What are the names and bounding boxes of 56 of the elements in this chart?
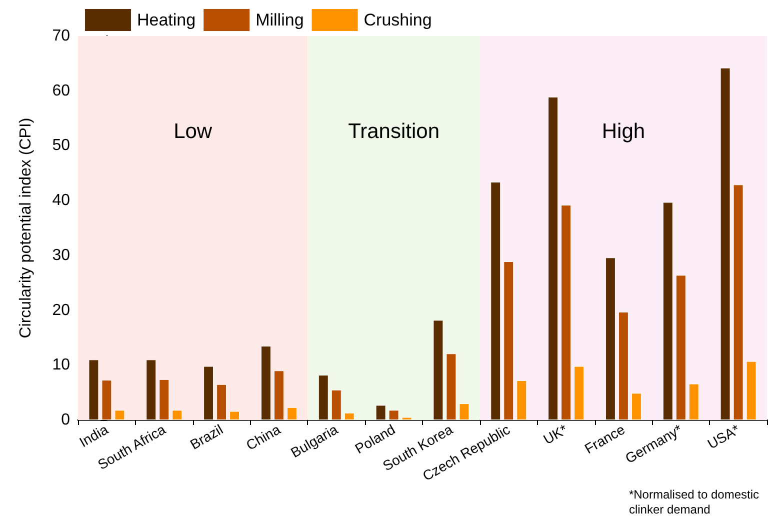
bar bbox=[516, 380, 527, 420]
y-tick-label: 40 bbox=[52, 192, 70, 210]
text: *Normalised to domestic clinker demand bbox=[628, 488, 760, 516]
bar bbox=[286, 407, 297, 420]
bar bbox=[88, 360, 99, 420]
bar bbox=[504, 261, 514, 420]
bar bbox=[331, 390, 342, 420]
band-label: Low bbox=[174, 120, 213, 143]
bar bbox=[172, 410, 182, 420]
bar bbox=[746, 361, 756, 420]
legend-label: Milling bbox=[256, 10, 304, 30]
bar bbox=[204, 366, 214, 420]
bar bbox=[376, 405, 386, 420]
y-tick-label: 20 bbox=[52, 302, 70, 319]
legend-label: Heating bbox=[137, 10, 196, 30]
bar bbox=[274, 370, 284, 420]
bar bbox=[230, 411, 240, 420]
bar bbox=[490, 182, 501, 420]
bar bbox=[344, 412, 354, 420]
bar bbox=[733, 184, 744, 420]
band-label: Transition bbox=[348, 120, 440, 143]
bar bbox=[548, 96, 558, 420]
x-tick-label: China bbox=[243, 420, 284, 454]
y-tick-label: 70 bbox=[52, 28, 70, 44]
bar bbox=[318, 375, 328, 420]
bar bbox=[618, 312, 628, 420]
bar bbox=[688, 384, 699, 420]
y-tick-label: 60 bbox=[52, 82, 70, 100]
bar bbox=[402, 417, 412, 420]
x-tick-label: UK* bbox=[540, 420, 571, 448]
bar bbox=[631, 393, 642, 420]
y-tick-label: 10 bbox=[52, 356, 70, 374]
y-tick-label: 50 bbox=[52, 137, 70, 154]
bar bbox=[459, 404, 470, 420]
x-tick-label: India bbox=[76, 420, 111, 450]
bar bbox=[159, 379, 170, 420]
bar bbox=[114, 410, 125, 420]
bar bbox=[102, 380, 112, 420]
bar bbox=[433, 320, 444, 420]
bar bbox=[260, 346, 271, 420]
legend-label: Crushing bbox=[364, 10, 432, 30]
bar bbox=[720, 68, 730, 420]
band-label: High bbox=[602, 120, 646, 143]
bar bbox=[146, 360, 156, 420]
bar bbox=[574, 366, 584, 420]
y-tick-label: 30 bbox=[52, 246, 70, 264]
y-axis-title: Circularity potential index (CPI) bbox=[18, 118, 34, 338]
bar bbox=[561, 204, 572, 420]
bar bbox=[446, 354, 456, 420]
bar bbox=[216, 384, 227, 420]
bar bbox=[605, 258, 616, 420]
bar bbox=[676, 275, 686, 420]
x-tick-label: USA* bbox=[704, 420, 743, 452]
bar bbox=[388, 410, 399, 420]
bar bbox=[662, 202, 673, 420]
y-tick-label: 0 bbox=[61, 412, 70, 428]
